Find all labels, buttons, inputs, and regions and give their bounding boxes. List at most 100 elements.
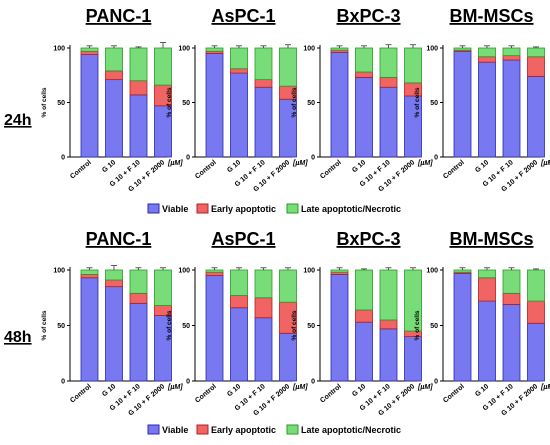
x-tick-label: G 10 — [351, 159, 367, 174]
bar-segment-late-apoptotic — [279, 47, 297, 87]
y-tick-label: 50 — [307, 100, 315, 107]
bar-segment-late-apoptotic — [355, 269, 373, 311]
bar-segment-late-apoptotic — [154, 47, 172, 86]
bar-segment-viable — [105, 79, 123, 158]
panel-title: BM-MSCs — [450, 6, 534, 26]
bar-segment-late-apoptotic — [254, 47, 273, 81]
bar-segment-early-apoptotic — [254, 79, 273, 88]
legend-24h: Viable Early apoptotic Late apoptotic/Necr… — [147, 203, 401, 214]
unit-label: [µM] — [167, 384, 183, 391]
bar-segment-late-apoptotic — [230, 269, 248, 296]
bar-segment-early-apoptotic — [80, 274, 99, 279]
y-tick-label: 0 — [61, 155, 65, 162]
x-tick-label: Control — [319, 383, 343, 404]
bar-segment-viable — [205, 53, 224, 158]
bar-segment-viable — [379, 86, 398, 158]
legend-swatch-viable — [147, 424, 160, 435]
x-tick-label: Control — [442, 383, 466, 404]
bar-segment-late-apoptotic — [330, 269, 349, 273]
bar-segment-viable — [205, 275, 224, 382]
panel-title: PANC-1 — [86, 6, 152, 26]
bar-segment-viable — [330, 51, 349, 158]
y-tick-label: 50 — [307, 323, 315, 330]
unit-label: [µM] — [167, 160, 183, 167]
bar-segment-early-apoptotic — [502, 55, 521, 61]
x-tick-label: Control — [69, 159, 93, 180]
bar-segment-viable — [502, 304, 521, 382]
bar-segment-late-apoptotic — [502, 269, 521, 294]
bar-segment-early-apoptotic — [230, 68, 248, 74]
bar-segment-early-apoptotic — [230, 295, 248, 309]
bar-segment-late-apoptotic — [129, 47, 148, 82]
bar-segment-late-apoptotic — [478, 47, 496, 58]
y-tick-label: 100 — [53, 46, 65, 53]
legend-swatch-early-apoptotic — [196, 424, 209, 435]
panel-title: AsPC-1 — [211, 6, 275, 26]
y-tick-label: 0 — [186, 379, 190, 386]
bar-segment-viable — [453, 272, 472, 382]
legend-label-early-apoptotic: Early apoptotic — [211, 425, 276, 435]
y-tick-label: 100 — [303, 46, 315, 53]
unit-label: [µM] — [292, 384, 308, 391]
bar-segment-late-apoptotic — [105, 47, 123, 72]
unit-label: [µM] — [292, 160, 308, 167]
bar-segment-late-apoptotic — [453, 47, 472, 51]
bar-segment-early-apoptotic — [478, 56, 496, 63]
bar-segment-viable — [478, 61, 496, 158]
bar-segment-viable — [105, 286, 123, 382]
bar-segment-viable — [355, 77, 373, 158]
panel-title: BxPC-3 — [336, 229, 400, 249]
unit-label: [µM] — [540, 160, 550, 167]
y-tick-label: 100 — [53, 268, 65, 275]
y-axis-label: % of cells — [291, 87, 298, 117]
y-tick-label: 50 — [430, 323, 438, 330]
x-tick-label: Control — [69, 383, 93, 404]
y-tick-label: 100 — [178, 268, 190, 275]
legend-label-viable: Viable — [162, 204, 188, 214]
bar-segment-viable — [330, 274, 349, 382]
bar-segment-late-apoptotic — [154, 269, 172, 306]
bar-segment-late-apoptotic — [379, 47, 398, 78]
panel-title: BM-MSCs — [450, 229, 534, 249]
x-tick-label: Control — [319, 159, 343, 180]
y-tick-label: 0 — [311, 155, 315, 162]
bar-segment-viable — [230, 307, 248, 382]
bar-segment-early-apoptotic — [379, 319, 398, 330]
bar-segment-late-apoptotic — [379, 269, 398, 321]
unit-label: [µM] — [540, 384, 550, 391]
x-tick-label: G 10 — [101, 159, 117, 174]
bar-segment-early-apoptotic — [254, 297, 273, 319]
bar-segment-viable — [355, 321, 373, 382]
legend-swatch-late-apoptotic — [286, 203, 299, 214]
y-axis-label: % of cells — [166, 310, 173, 340]
y-tick-label: 100 — [303, 268, 315, 275]
bar-segment-late-apoptotic — [527, 269, 545, 302]
bar-segment-viable — [129, 302, 148, 382]
legend-swatch-viable — [147, 203, 160, 214]
bar-segment-late-apoptotic — [502, 47, 521, 57]
x-tick-label: G 10 — [226, 383, 242, 398]
y-axis-label: % of cells — [41, 87, 48, 117]
bar-segment-late-apoptotic — [205, 47, 224, 52]
bar-segment-early-apoptotic — [105, 279, 123, 288]
panel-title: PANC-1 — [86, 229, 152, 249]
x-tick-label: G 10 — [474, 159, 490, 174]
legend-label-early-apoptotic: Early apoptotic — [211, 204, 276, 214]
bar-segment-late-apoptotic — [254, 269, 273, 299]
bar-segment-early-apoptotic — [478, 277, 496, 302]
unit-label: [µM] — [417, 384, 433, 391]
bar-segment-late-apoptotic — [105, 269, 123, 281]
bar-segment-late-apoptotic — [230, 47, 248, 70]
bar-segment-late-apoptotic — [279, 269, 297, 303]
y-tick-label: 50 — [430, 100, 438, 107]
y-tick-label: 100 — [426, 46, 438, 53]
x-tick-label: G 10 — [351, 383, 367, 398]
bar-segment-early-apoptotic — [355, 71, 373, 78]
bar-segment-late-apoptotic — [478, 269, 496, 279]
bar-segment-viable — [129, 94, 148, 158]
x-tick-label: Control — [442, 159, 466, 180]
